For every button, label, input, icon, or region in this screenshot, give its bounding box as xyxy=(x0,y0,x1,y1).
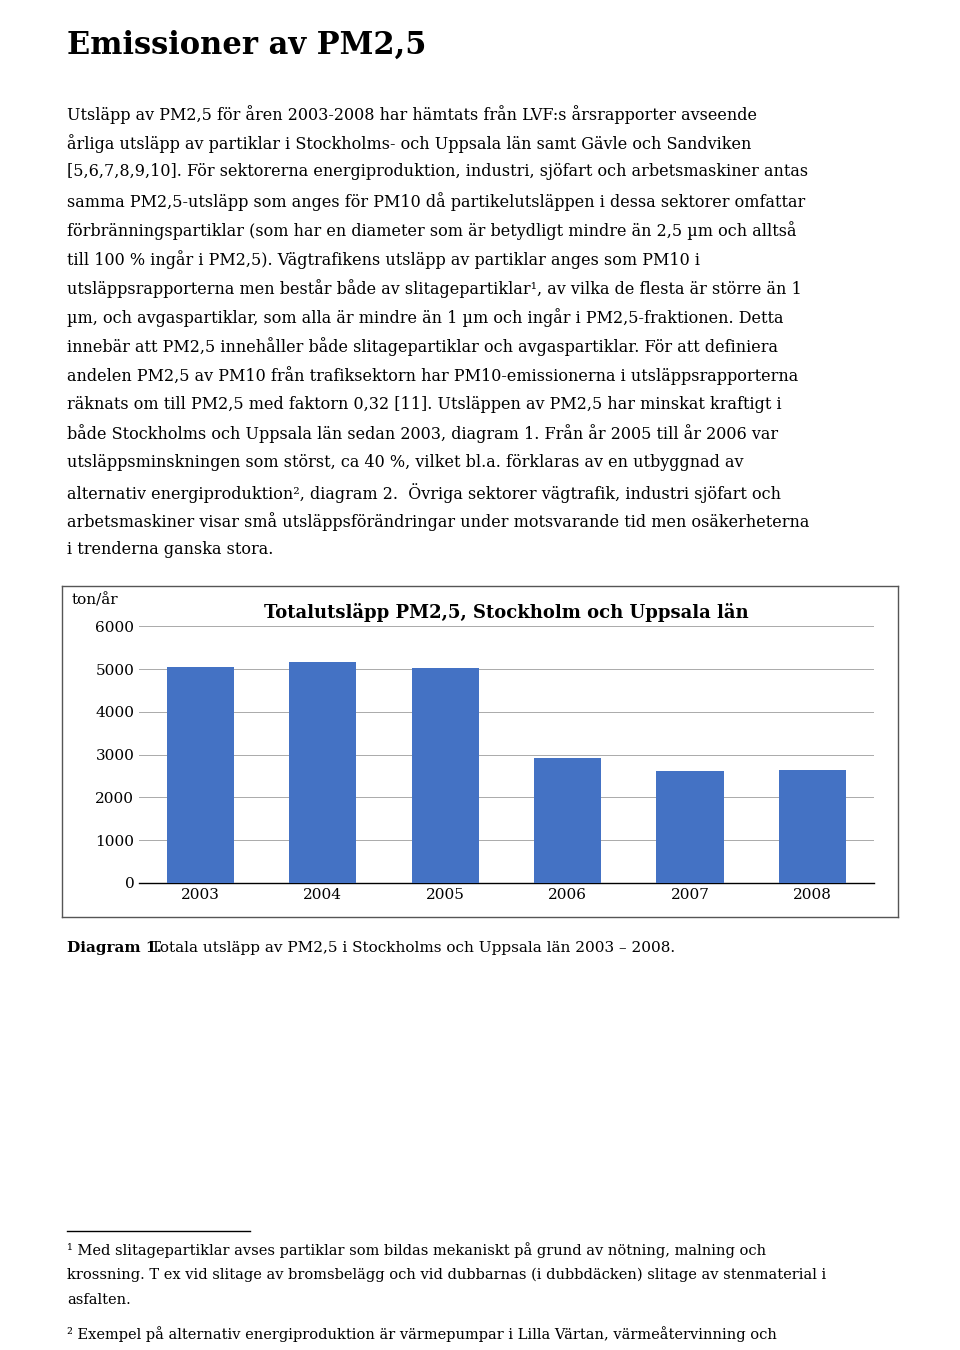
Text: krossning. T ex vid slitage av bromsbelägg och vid dubbarnas (i dubbdäcken) slit: krossning. T ex vid slitage av bromsbelä… xyxy=(67,1268,827,1282)
Text: arbetsmaskiner visar små utsläppsförändringar under motsvarande tid men osäkerhe: arbetsmaskiner visar små utsläppsförändr… xyxy=(67,512,809,531)
Text: räknats om till PM2,5 med faktorn 0,32 [11]. Utsläppen av PM2,5 har minskat kraf: räknats om till PM2,5 med faktorn 0,32 [… xyxy=(67,396,781,413)
Text: asfalten.: asfalten. xyxy=(67,1293,131,1307)
Text: alternativ energiproduktion², diagram 2.  Övriga sektorer vägtrafik, industri sj: alternativ energiproduktion², diagram 2.… xyxy=(67,482,781,502)
Title: Totalutsläpp PM2,5, Stockholm och Uppsala län: Totalutsläpp PM2,5, Stockholm och Uppsal… xyxy=(264,603,749,622)
Text: ² Exempel på alternativ energiproduktion är värmepumpar i Lilla Värtan, värmeåte: ² Exempel på alternativ energiproduktion… xyxy=(67,1326,777,1342)
Text: både Stockholms och Uppsala län sedan 2003, diagram 1. Från år 2005 till år 2006: både Stockholms och Uppsala län sedan 20… xyxy=(67,424,779,444)
Text: andelen PM2,5 av PM10 från trafiksektorn har PM10-emissionerna i utsläppsrapport: andelen PM2,5 av PM10 från trafiksektorn… xyxy=(67,366,799,386)
Text: µm, och avgaspartiklar, som alla är mindre än 1 µm och ingår i PM2,5-fraktionen.: µm, och avgaspartiklar, som alla är mind… xyxy=(67,308,783,328)
Text: i trenderna ganska stora.: i trenderna ganska stora. xyxy=(67,540,274,558)
Bar xyxy=(412,668,479,883)
Text: årliga utsläpp av partiklar i Stockholms- och Uppsala län samt Gävle och Sandvik: årliga utsläpp av partiklar i Stockholms… xyxy=(67,135,752,154)
Text: innebär att PM2,5 innehåller både slitagepartiklar och avgaspartiklar. För att d: innebär att PM2,5 innehåller både slitag… xyxy=(67,338,779,356)
Text: Emissioner av PM2,5: Emissioner av PM2,5 xyxy=(67,30,426,61)
Bar xyxy=(167,667,234,883)
Text: Diagram 1.: Diagram 1. xyxy=(67,941,162,954)
Text: förbränningspartiklar (som har en diameter som är betydligt mindre än 2,5 µm och: förbränningspartiklar (som har en diamet… xyxy=(67,221,797,240)
Text: samma PM2,5-utsläpp som anges för PM10 då partikelutsläppen i dessa sektorer omf: samma PM2,5-utsläpp som anges för PM10 d… xyxy=(67,193,805,212)
Text: Utsläpp av PM2,5 för åren 2003-2008 har hämtats från LVF:s årsrapporter avseende: Utsläpp av PM2,5 för åren 2003-2008 har … xyxy=(67,105,757,124)
Bar xyxy=(289,662,356,883)
Text: Totala utsläpp av PM2,5 i Stockholms och Uppsala län 2003 – 2008.: Totala utsläpp av PM2,5 i Stockholms och… xyxy=(146,941,675,954)
Text: ton/år: ton/år xyxy=(72,593,119,608)
Text: ¹ Med slitagepartiklar avses partiklar som bildas mekaniskt på grund av nötning,: ¹ Med slitagepartiklar avses partiklar s… xyxy=(67,1242,766,1258)
Text: utsläppsminskningen som störst, ca 40 %, vilket bl.a. förklaras av en utbyggnad : utsläppsminskningen som störst, ca 40 %,… xyxy=(67,454,744,471)
Bar xyxy=(779,769,846,883)
Text: till 100 % ingår i PM2,5). Vägtrafikens utsläpp av partiklar anges som PM10 i: till 100 % ingår i PM2,5). Vägtrafikens … xyxy=(67,251,700,270)
Bar xyxy=(657,771,724,883)
Bar xyxy=(534,759,601,883)
Text: utsläppsrapporterna men består både av slitagepartiklar¹, av vilka de flesta är : utsläppsrapporterna men består både av s… xyxy=(67,279,802,298)
Text: [5,6,7,8,9,10]. För sektorerna energiproduktion, industri, sjöfart och arbetsmas: [5,6,7,8,9,10]. För sektorerna energipro… xyxy=(67,163,808,181)
